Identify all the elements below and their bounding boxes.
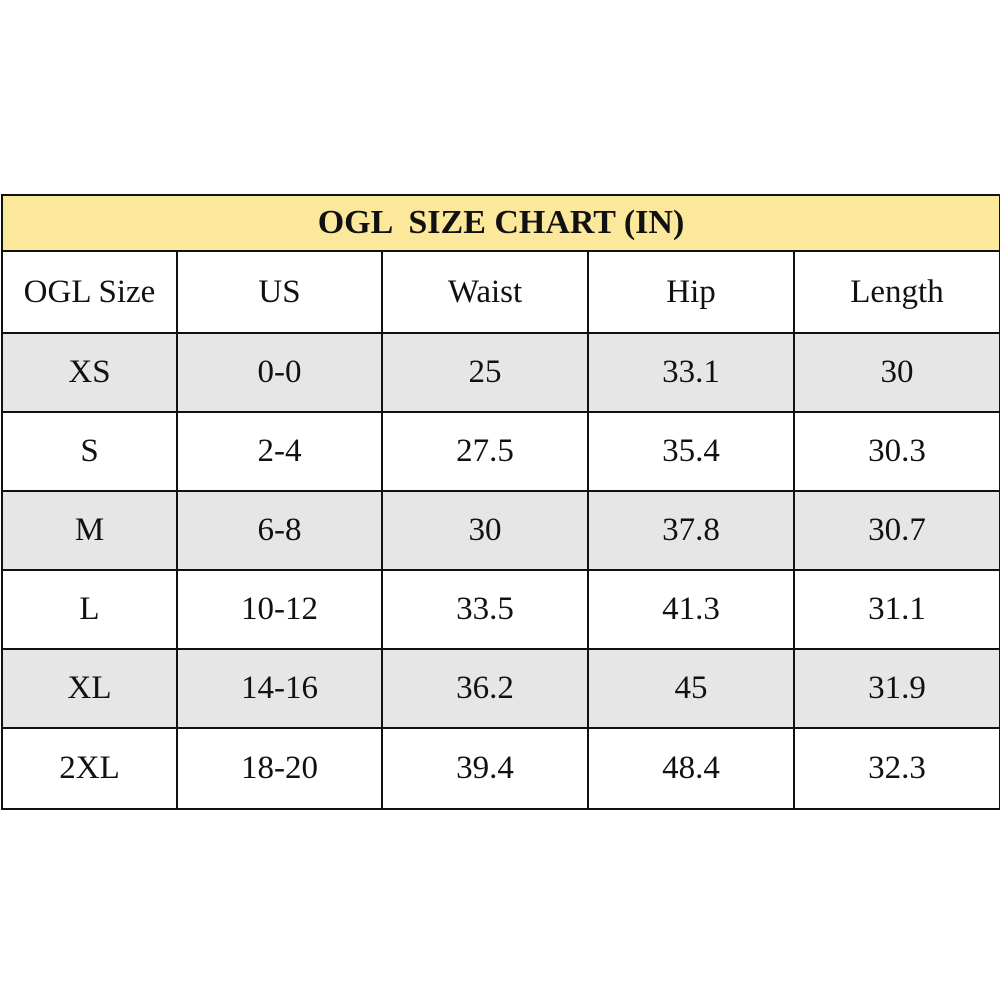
- table-cell: XS: [3, 334, 178, 411]
- table-cell: 14-16: [178, 650, 383, 727]
- table-cell: 33.5: [383, 571, 589, 648]
- table-cell: L: [3, 571, 178, 648]
- header-row: OGL Size US Waist Hip Length: [3, 252, 999, 334]
- table-title: OGL SIZE CHART (IN): [3, 196, 999, 252]
- table-cell: 25: [383, 334, 589, 411]
- data-row: M 6-8 30 37.8 30.7: [3, 492, 999, 571]
- table-cell: 30: [383, 492, 589, 569]
- table-cell: 27.5: [383, 413, 589, 490]
- table-cell: 31.1: [868, 591, 926, 627]
- data-row: XS 0-0 25 33.1 30: [3, 334, 999, 413]
- table-cell: 2XL: [3, 729, 178, 808]
- table-cell: 32.3: [868, 750, 926, 786]
- column-header: OGL Size: [3, 252, 178, 332]
- data-row: XL 14-16 36.2 45 31.9: [3, 650, 999, 729]
- table-cell: 30.7: [868, 512, 926, 548]
- table-cell: 39.4: [383, 729, 589, 808]
- table-cell: M: [3, 492, 178, 569]
- table-cell: 48.4: [589, 729, 795, 808]
- column-header: Length: [850, 273, 944, 310]
- table-cell: 0-0: [178, 334, 383, 411]
- table-cell: S: [3, 413, 178, 490]
- table-cell: 2-4: [178, 413, 383, 490]
- table-cell: 41.3: [589, 571, 795, 648]
- table-cell: 33.1: [589, 334, 795, 411]
- size-table: OGL SIZE CHART (IN) OGL Size US Waist Hip Le…: [1, 194, 1000, 810]
- table-cell: XL: [3, 650, 178, 727]
- column-header: Waist: [383, 252, 589, 332]
- table-cell: 45: [589, 650, 795, 727]
- data-row: L 10-12 33.5 41.3 31.1: [3, 571, 999, 650]
- table-cell: 10-12: [178, 571, 383, 648]
- data-row: 2XL 18-20 39.4 48.4 32.3: [3, 729, 999, 808]
- table-cell: 18-20: [178, 729, 383, 808]
- table-cell: 30: [880, 354, 914, 390]
- table-cell: 35.4: [589, 413, 795, 490]
- table-cell: 36.2: [383, 650, 589, 727]
- column-header: Hip: [589, 252, 795, 332]
- table-cell: 31.9: [868, 670, 926, 706]
- column-header: US: [178, 252, 383, 332]
- table-cell: 6-8: [178, 492, 383, 569]
- table-cell: 37.8: [589, 492, 795, 569]
- table-cell: 30.3: [868, 433, 926, 469]
- data-row: S 2-4 27.5 35.4 30.3: [3, 413, 999, 492]
